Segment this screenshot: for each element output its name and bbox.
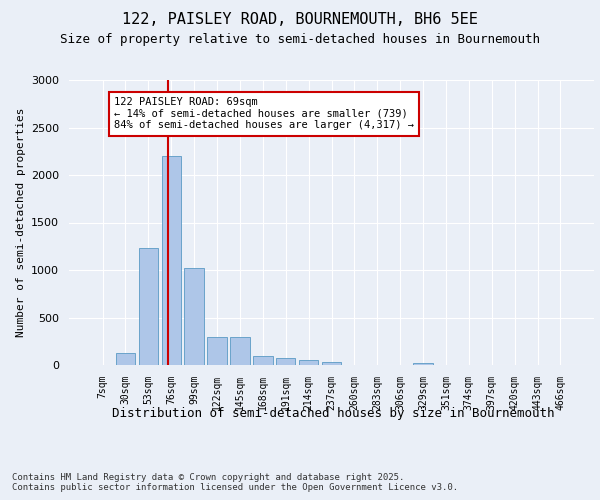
Bar [139, 248, 158, 365]
Bar [276, 358, 295, 365]
Bar [413, 362, 433, 365]
Text: Size of property relative to semi-detached houses in Bournemouth: Size of property relative to semi-detach… [60, 32, 540, 46]
Text: 122, PAISLEY ROAD, BOURNEMOUTH, BH6 5EE: 122, PAISLEY ROAD, BOURNEMOUTH, BH6 5EE [122, 12, 478, 28]
Text: Contains HM Land Registry data © Crown copyright and database right 2025.
Contai: Contains HM Land Registry data © Crown c… [12, 472, 458, 492]
Bar [299, 360, 319, 365]
Text: Distribution of semi-detached houses by size in Bournemouth: Distribution of semi-detached houses by … [112, 408, 554, 420]
Bar [208, 336, 227, 365]
Bar [230, 337, 250, 365]
Bar [161, 156, 181, 365]
Bar [253, 356, 272, 365]
Y-axis label: Number of semi-detached properties: Number of semi-detached properties [16, 108, 26, 337]
Bar [184, 268, 204, 365]
Bar [116, 352, 135, 365]
Bar [322, 362, 341, 365]
Text: 122 PAISLEY ROAD: 69sqm
← 14% of semi-detached houses are smaller (739)
84% of s: 122 PAISLEY ROAD: 69sqm ← 14% of semi-de… [114, 97, 414, 130]
